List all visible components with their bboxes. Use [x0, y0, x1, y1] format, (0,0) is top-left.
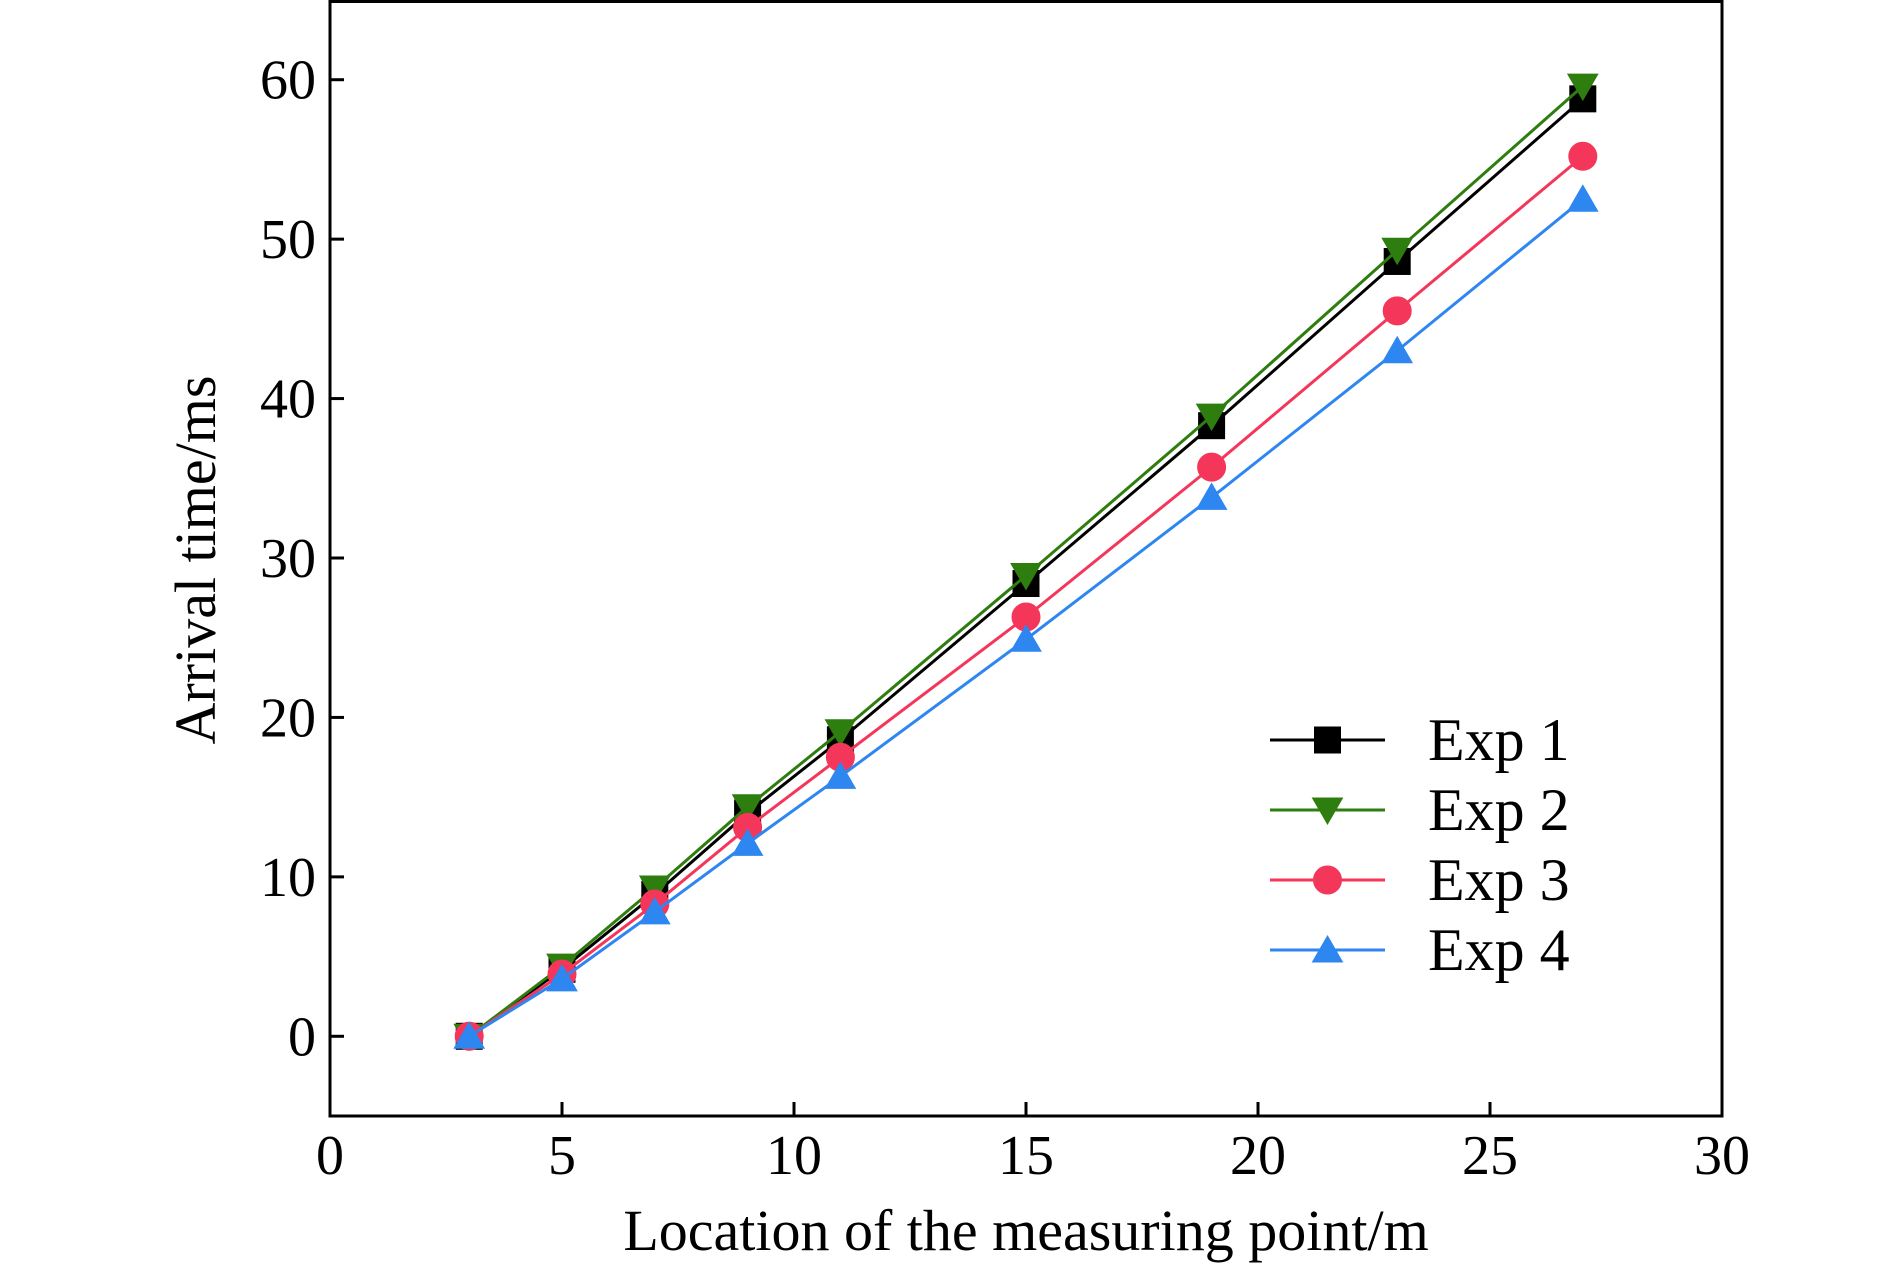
series-2 — [453, 73, 1599, 1052]
data-point — [453, 1021, 486, 1049]
data-point — [824, 761, 857, 789]
legend-item: Exp 4 — [1270, 917, 1570, 983]
y-axis-title: Arrival time/ms — [163, 376, 228, 745]
data-point — [1197, 452, 1227, 482]
data-point — [1381, 237, 1414, 266]
legend-marker — [1314, 726, 1341, 754]
data-point — [1566, 184, 1599, 212]
x-axis-title: Location of the measuring point/m — [623, 1198, 1428, 1263]
data-point — [546, 963, 578, 992]
series-4 — [453, 184, 1599, 1049]
legend-item: Exp 1 — [1270, 707, 1570, 773]
legend-item: Exp 3 — [1270, 847, 1570, 913]
data-point — [1010, 624, 1042, 652]
data-point — [1195, 403, 1228, 432]
y-tick-label: 0 — [288, 1006, 316, 1068]
x-tick-label: 30 — [1694, 1125, 1750, 1187]
series-layer — [453, 73, 1599, 1052]
data-point — [1568, 141, 1598, 171]
y-tick-label: 20 — [260, 687, 316, 749]
y-tick-label: 40 — [260, 369, 316, 431]
plot-area-frame — [328, 0, 1724, 1118]
y-tick-label: 60 — [260, 50, 316, 112]
data-point — [824, 719, 857, 747]
x-tick-label: 5 — [548, 1125, 576, 1187]
data-point — [1010, 563, 1042, 591]
legend-label: Exp 4 — [1428, 917, 1570, 983]
x-tick-label: 25 — [1462, 1125, 1518, 1187]
data-point — [638, 896, 671, 925]
data-point — [1566, 73, 1599, 102]
y-tick-label: 10 — [260, 847, 316, 909]
data-point — [638, 875, 671, 904]
x-tick-label: 20 — [1230, 1125, 1286, 1187]
data-point — [1195, 482, 1228, 510]
y-tick-label: 30 — [260, 528, 316, 590]
data-point — [1382, 296, 1412, 326]
axis-ticks: 0 5 10 15 20 25 30 0 10 20 30 40 50 60 — [260, 50, 1750, 1187]
data-point — [731, 794, 764, 822]
y-tick-label: 50 — [260, 209, 316, 271]
x-tick-label: 0 — [316, 1125, 344, 1187]
series-line — [468, 84, 1584, 1038]
x-tick-label: 10 — [766, 1125, 822, 1187]
legend-label: Exp 1 — [1428, 707, 1570, 773]
legend-label: Exp 3 — [1428, 847, 1570, 913]
legend-marker — [1311, 797, 1344, 826]
legend-label: Exp 2 — [1428, 777, 1570, 843]
data-point — [731, 828, 764, 856]
legend-marker — [1313, 865, 1342, 895]
legend-item: Exp 2 — [1270, 777, 1570, 843]
data-point — [1381, 335, 1414, 364]
legend-marker — [1311, 934, 1344, 963]
x-tick-label: 15 — [998, 1125, 1054, 1187]
